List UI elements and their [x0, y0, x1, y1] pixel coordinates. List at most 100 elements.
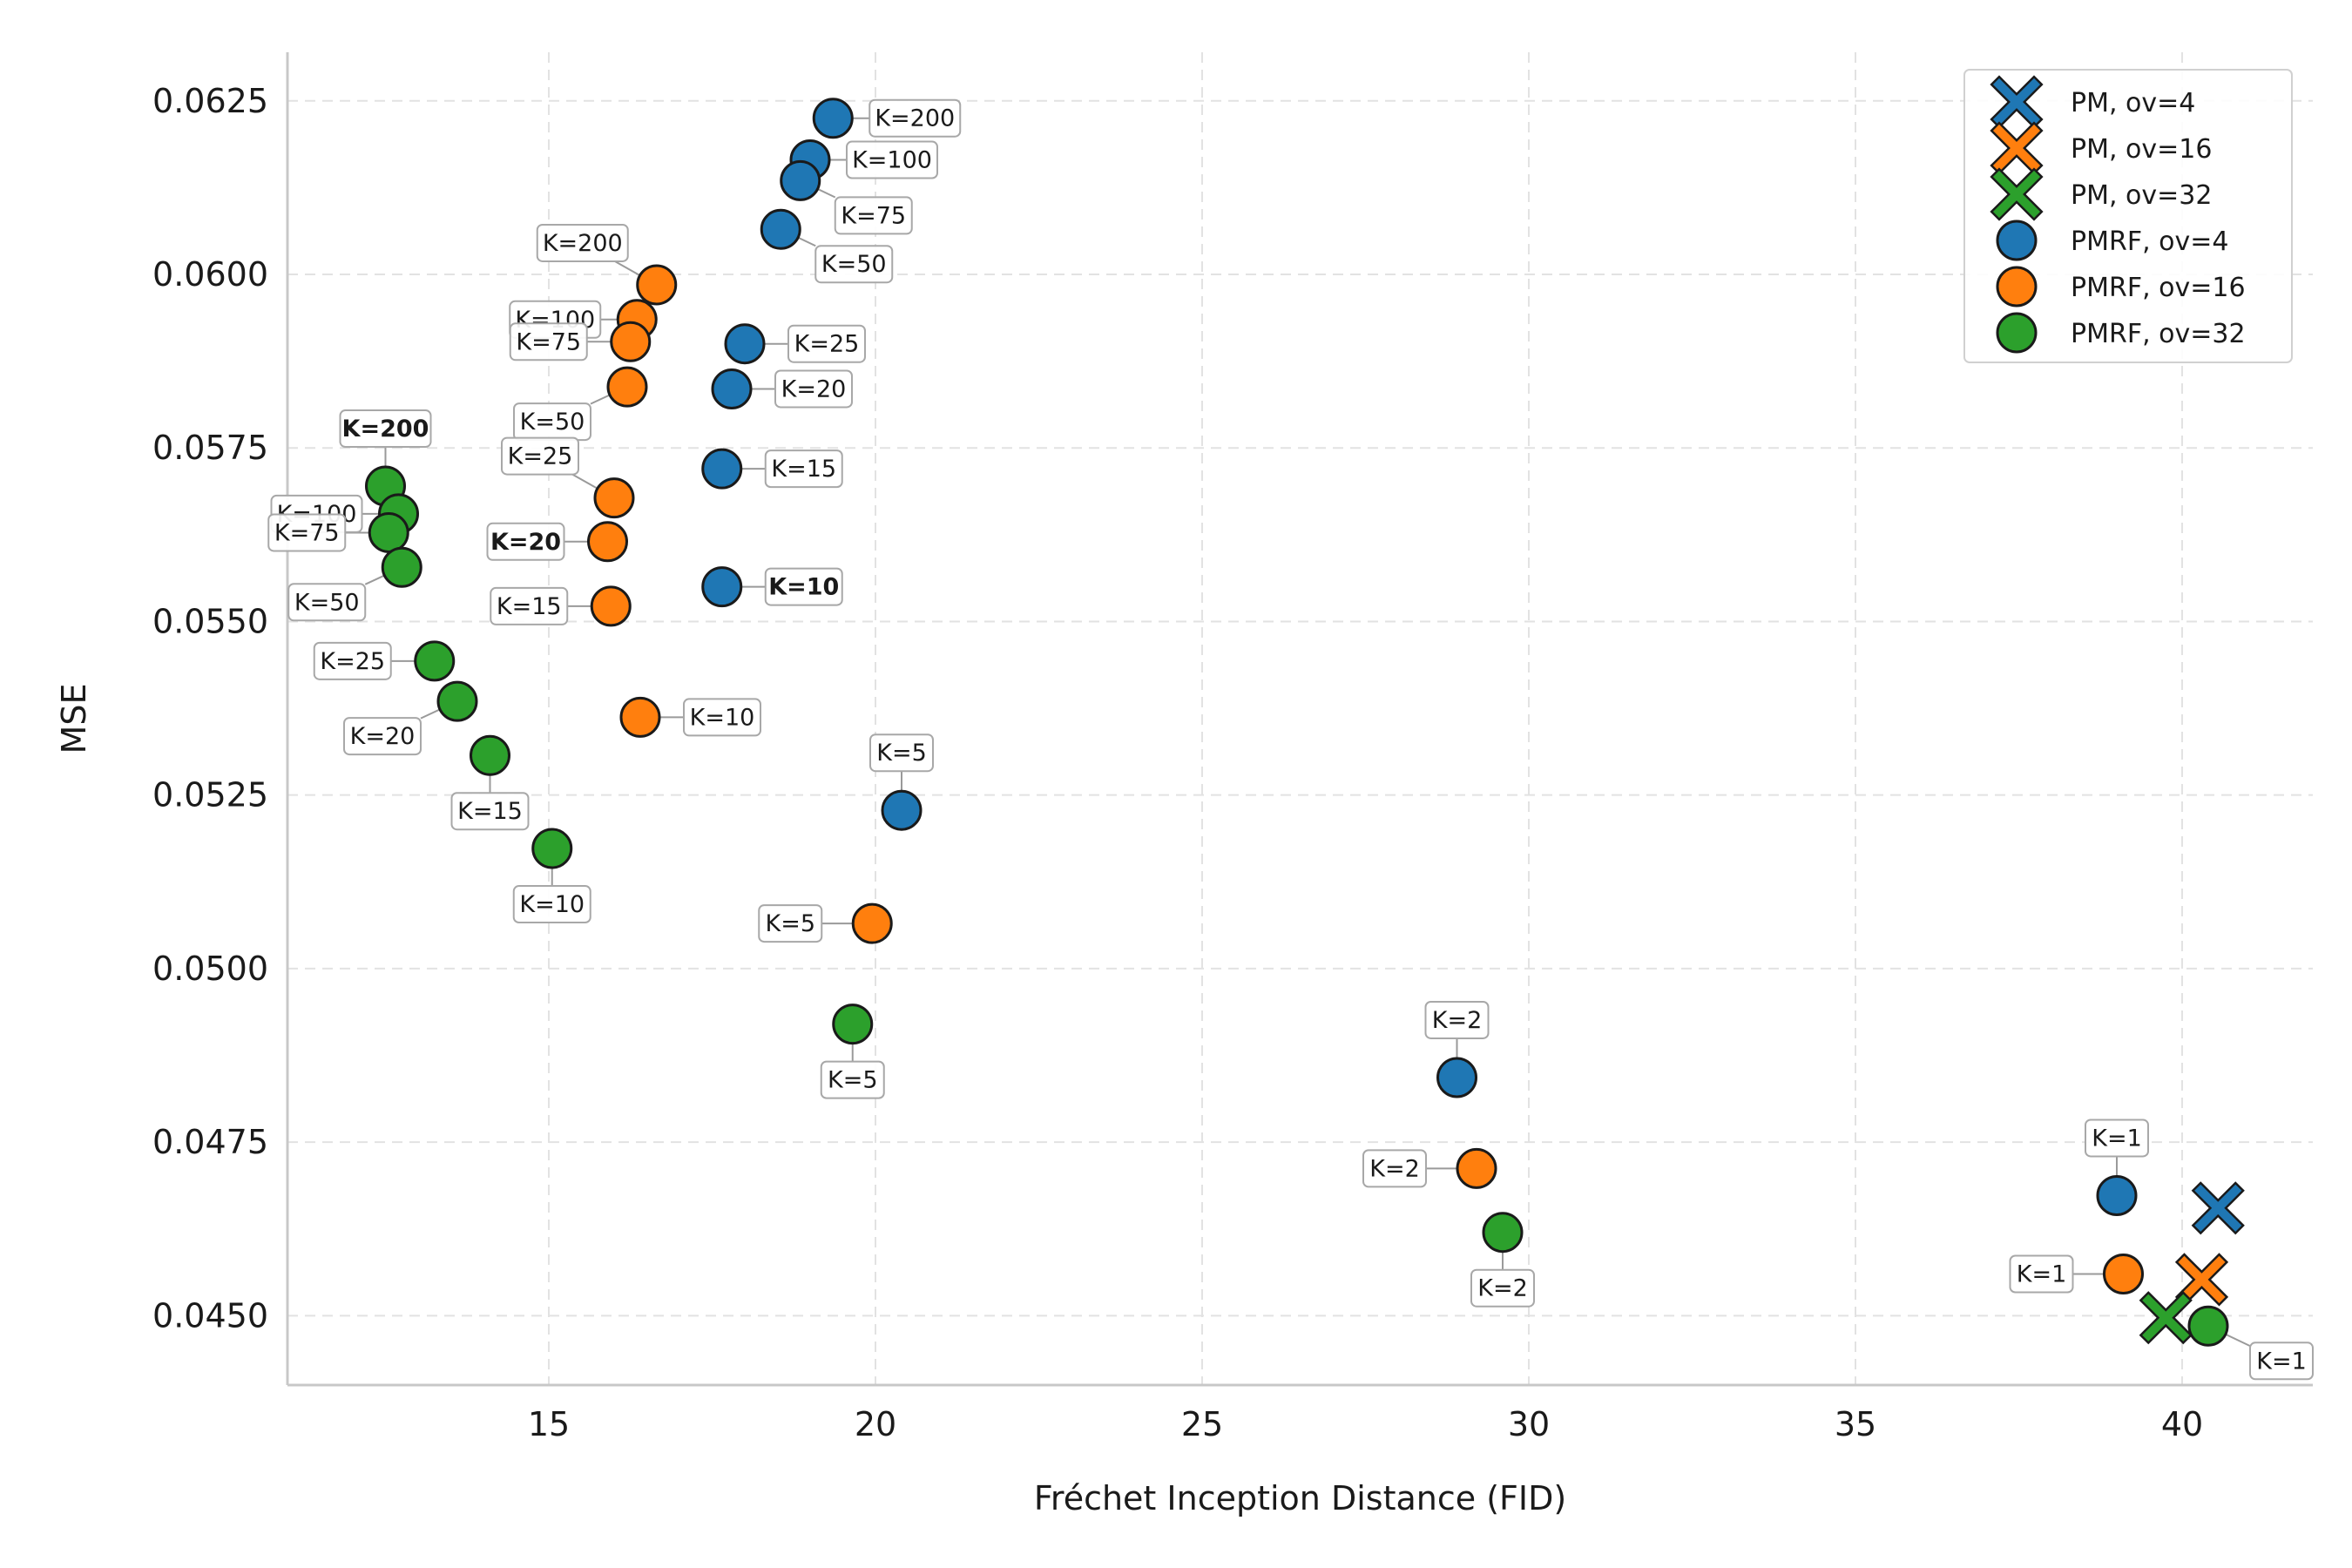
pmrf-marker-3-0: [812, 98, 854, 139]
legend-circle-marker: [1996, 266, 2038, 308]
point-label-text: K=50: [294, 589, 360, 616]
pmrf-marker-4-0: [636, 264, 678, 306]
point-label: K=15: [764, 449, 843, 489]
x-tick-label: 15: [528, 1405, 570, 1443]
point-label: K=10: [683, 698, 761, 737]
point-label: K=100: [846, 140, 938, 179]
point-label-text: K=200: [543, 230, 623, 257]
data-points: [365, 98, 2245, 1347]
x-tick-label: 20: [855, 1405, 896, 1443]
pmrf-marker-3-10: [2096, 1174, 2138, 1216]
y-tick-label: 0.0450: [152, 1296, 268, 1335]
point-label-box: [814, 245, 894, 284]
tick-labels: 15 20 25 30 35 40 0.0450 0.0475 0.0500 0.0525 0.05…: [152, 82, 2203, 1443]
point-label-box: [267, 513, 347, 552]
pmrf-marker-4-9: [1456, 1147, 1497, 1189]
point-label-text: K=5: [876, 740, 927, 767]
point-label-box: [536, 223, 629, 262]
legend-item: PM, ov=4: [1990, 75, 2195, 129]
point-label: K=10: [764, 567, 843, 606]
pmrf-marker-5-9: [1482, 1212, 1524, 1254]
point-label: K=15: [490, 586, 569, 625]
point-label: K=75: [834, 196, 913, 235]
point-label: K=75: [509, 322, 588, 362]
point-label-text: K=75: [516, 328, 581, 355]
pmrf-marker-5-6: [470, 734, 510, 776]
y-tick-label: 0.0625: [152, 82, 268, 120]
pmrf-marker-3-8: [881, 789, 923, 831]
x-tick-label: 25: [1181, 1405, 1223, 1443]
legend-x-marker: [1990, 167, 2044, 221]
point-label-box: [509, 322, 588, 362]
point-label-text: K=5: [828, 1067, 878, 1094]
point-label-box: [869, 733, 934, 773]
point-label-box: [787, 324, 866, 363]
point-label: K=20: [343, 717, 422, 756]
legend-label: PMRF, ov=4: [2071, 226, 2228, 257]
point-label: K=75: [267, 513, 347, 552]
pm-marker-1: [2174, 1253, 2229, 1307]
point-label-text: K=2: [1432, 1007, 1483, 1034]
point-label-text: K=50: [520, 409, 585, 436]
point-label-text: K=2: [1369, 1155, 1420, 1182]
point-label-text: K=20: [781, 375, 847, 402]
grid-lines: [287, 52, 2313, 1385]
point-label-text: K=50: [821, 251, 887, 278]
point-label-text: K=15: [771, 456, 836, 483]
legend-circle-marker: [1996, 312, 2038, 354]
point-label-box: [758, 904, 823, 943]
point-label: K=10: [512, 885, 591, 924]
pmrf-marker-3-6: [701, 448, 743, 490]
point-label-text: K=10: [519, 891, 585, 918]
point-label-box: [1470, 1268, 1535, 1308]
point-label: K=200: [868, 98, 962, 138]
point-label-text: K=25: [794, 331, 860, 358]
point-label-box: [846, 140, 938, 179]
point-label-box: [683, 698, 761, 737]
point-label-box: [834, 196, 913, 235]
point-label-box: [868, 98, 962, 138]
x-tick-label: 40: [2161, 1405, 2203, 1443]
x-tick-label: 35: [1835, 1405, 1876, 1443]
point-label-text: K=200: [875, 105, 955, 132]
legend-item: PMRF, ov=4: [1996, 220, 2228, 261]
point-label-box: [339, 409, 432, 449]
point-labels: K=200 K=100 K=75 K=50 K=25 K=20 K=15 K=10 K=5 K=2…: [267, 98, 2314, 1381]
point-label: K=2: [1362, 1149, 1427, 1188]
point-label-box: [287, 583, 367, 622]
point-label-box: [490, 586, 569, 625]
legend-label: PMRF, ov=16: [2071, 273, 2246, 303]
point-label-text: K=15: [497, 593, 562, 620]
x-tick-label: 30: [1508, 1405, 1550, 1443]
legend-x-marker: [1990, 121, 2044, 175]
point-label-text: K=75: [274, 519, 340, 546]
y-tick-label: 0.0550: [152, 602, 268, 640]
legend-label: PMRF, ov=32: [2071, 319, 2246, 349]
y-axis-label: MSE: [55, 684, 93, 754]
point-label: K=50: [814, 245, 894, 284]
point-label-box: [343, 717, 422, 756]
legend-circle-marker: [1996, 220, 2038, 261]
y-tick-label: 0.0575: [152, 429, 268, 467]
pmrf-marker-5-7: [531, 828, 573, 869]
legend-item: PMRF, ov=32: [1996, 312, 2246, 354]
point-label-box: [2249, 1342, 2314, 1381]
point-label-box: [501, 436, 579, 476]
point-label: K=5: [820, 1060, 885, 1099]
point-label-text: K=100: [852, 147, 932, 174]
point-label-box: [1362, 1149, 1427, 1188]
point-label: K=1: [2009, 1254, 2074, 1294]
pmrf-marker-4-5: [587, 521, 628, 563]
point-label: K=50: [513, 402, 591, 442]
legend-x-marker: [1990, 75, 2044, 129]
point-label-text: K=1: [2092, 1125, 2142, 1152]
point-label-box: [1424, 1000, 1490, 1039]
y-tick-label: 0.0500: [152, 950, 268, 988]
y-tick-label: 0.0600: [152, 255, 268, 294]
axes: [286, 52, 2313, 1387]
legend-label: PM, ov=16: [2071, 134, 2212, 165]
pmrf-marker-3-7: [701, 566, 743, 608]
point-label: K=2: [1470, 1268, 1535, 1308]
point-label-text: K=5: [765, 910, 815, 937]
